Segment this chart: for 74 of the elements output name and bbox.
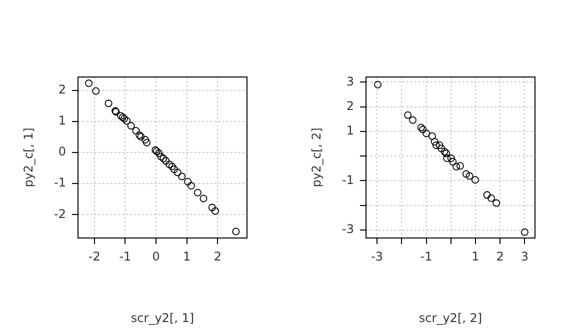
x-tick-label: 1	[472, 249, 480, 264]
point	[428, 132, 436, 140]
point	[487, 194, 495, 202]
y-tick-label: 1	[346, 124, 354, 138]
point	[432, 141, 440, 149]
point	[404, 111, 412, 119]
point	[443, 154, 451, 162]
x-tick-label: -2	[88, 249, 100, 264]
point	[166, 160, 174, 168]
point	[132, 127, 140, 135]
y-tick-label: 0	[58, 144, 66, 159]
point	[141, 136, 149, 144]
point	[232, 228, 240, 236]
x-tick-label: 2	[214, 249, 222, 264]
point	[194, 188, 202, 196]
point	[520, 228, 528, 236]
x-tick-label: 2	[496, 249, 504, 264]
point	[157, 152, 165, 160]
point	[430, 138, 438, 146]
point	[127, 122, 135, 130]
point	[104, 100, 112, 108]
point	[452, 162, 460, 170]
y-tick-label: 2	[58, 82, 66, 96]
point	[438, 144, 446, 152]
point	[168, 162, 176, 170]
point	[417, 124, 425, 132]
y-tick-label: -2	[54, 206, 66, 221]
point	[436, 141, 444, 149]
point	[449, 158, 457, 166]
x-tick-label: 1	[183, 249, 191, 264]
point	[160, 154, 168, 162]
point	[462, 170, 470, 178]
point	[408, 116, 416, 124]
point	[483, 191, 491, 199]
x-tick-label: 0	[152, 249, 160, 264]
point	[92, 87, 100, 95]
y-tick-label: 2	[346, 98, 354, 113]
x-tick-label: -1	[420, 249, 432, 264]
point	[162, 157, 170, 165]
point	[466, 172, 474, 180]
x-tick-label: 3	[520, 249, 528, 264]
y-axis-title: py2_c[, 1]	[21, 128, 36, 188]
point	[85, 79, 93, 87]
point	[178, 172, 186, 180]
point	[122, 117, 130, 125]
y-tick-label: -1	[342, 172, 354, 187]
point	[187, 182, 195, 190]
x-axis-title: scr_y2[, 1]	[130, 310, 194, 325]
point	[143, 138, 151, 146]
point	[155, 149, 163, 157]
point	[419, 126, 427, 134]
point	[211, 207, 219, 215]
point	[184, 178, 192, 186]
y-tick-label: 3	[346, 74, 354, 88]
point	[471, 176, 479, 184]
x-tick-label: -1	[119, 249, 132, 264]
point	[422, 130, 430, 138]
y-tick-label: -3	[342, 222, 354, 236]
point	[374, 80, 382, 88]
x-tick-label: -3	[371, 249, 384, 264]
y-tick-label: 1	[58, 114, 66, 128]
point	[200, 194, 208, 202]
point	[447, 154, 455, 162]
point	[442, 150, 450, 158]
point	[174, 168, 182, 176]
point	[492, 199, 500, 207]
y-tick-label: -1	[54, 176, 66, 190]
point	[456, 162, 464, 170]
point	[208, 204, 216, 212]
point	[170, 166, 178, 174]
point	[120, 114, 128, 122]
point	[440, 148, 448, 156]
y-axis-title: py2_c[, 2]	[309, 128, 324, 188]
x-axis-title: scr_y2[, 2]	[418, 310, 482, 325]
